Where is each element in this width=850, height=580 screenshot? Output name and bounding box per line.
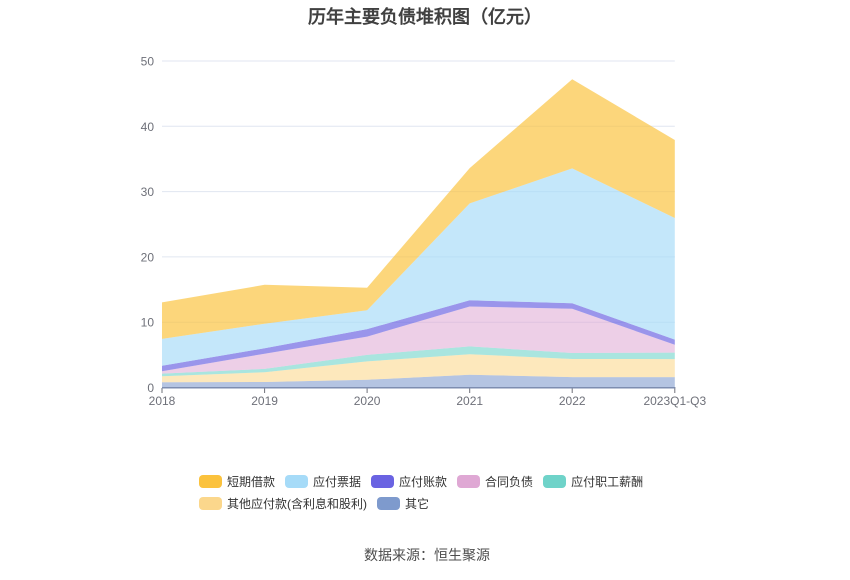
svg-text:2020: 2020 [354,394,381,408]
svg-text:2019: 2019 [251,394,278,408]
svg-text:30: 30 [141,185,155,199]
svg-text:40: 40 [141,120,155,134]
svg-text:10: 10 [141,316,155,330]
svg-text:2018: 2018 [149,394,176,408]
svg-text:50: 50 [141,55,155,69]
svg-text:2023Q1-Q3: 2023Q1-Q3 [643,394,706,408]
svg-text:2021: 2021 [456,394,483,408]
svg-text:2022: 2022 [559,394,586,408]
svg-text:20: 20 [141,250,155,264]
svg-text:0: 0 [147,381,154,395]
